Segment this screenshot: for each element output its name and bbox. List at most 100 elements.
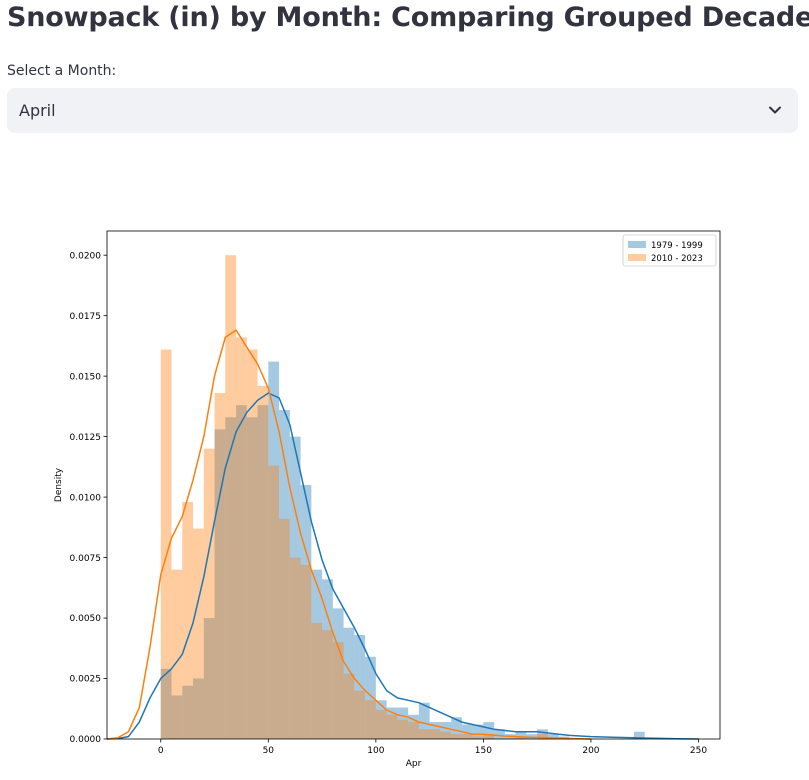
- hist-bar-series-2: [300, 564, 312, 739]
- x-tick-label: 200: [582, 746, 599, 756]
- y-tick-label: 0.0125: [70, 433, 102, 443]
- hist-bar-series-1: [171, 695, 183, 739]
- hist-bar-series-1: [547, 734, 559, 739]
- hist-bar-series-1: [182, 685, 194, 739]
- hist-bar-series-2: [365, 700, 376, 739]
- hist-bar-series-2: [171, 569, 183, 739]
- hist-bar-series-2: [214, 393, 226, 739]
- hist-bar-series-1: [440, 722, 452, 739]
- hist-bar-series-2: [268, 465, 280, 739]
- chevron-down-icon[interactable]: [768, 103, 782, 117]
- hist-bar-series-2: [203, 448, 215, 739]
- hist-bar-series-2: [408, 722, 419, 739]
- density-chart-svg: 0 50 100 150 200 250 0.0000 0.0025 0.0050 0.0075 0…: [54, 230, 721, 769]
- hist-bar-series-1: [214, 429, 226, 739]
- hist-bar-series-2: [182, 501, 194, 739]
- kde-line-series-2: [106, 329, 591, 740]
- hist-bar-series-1: [418, 702, 430, 739]
- y-tick-label: 0.0200: [70, 251, 102, 261]
- hist-bar-series-2: [160, 349, 172, 739]
- hist-bar-series-2: [515, 736, 527, 739]
- hist-bar-series-1: [633, 731, 645, 739]
- hist-bar-series-1: [311, 569, 323, 739]
- x-tick-label: 150: [475, 746, 492, 756]
- hist-bar-series-2: [246, 349, 258, 739]
- y-tick-label: 0.0000: [70, 735, 102, 745]
- y-tick-label: 0.0075: [70, 554, 102, 564]
- hist-bar-series-1: [246, 417, 258, 739]
- hist-bar-series-2: [397, 719, 409, 739]
- hist-bar-series-2: [354, 690, 366, 739]
- hist-bar-series-2: [429, 729, 441, 739]
- hist-bar-series-1: [472, 724, 484, 739]
- hist-bar-series-1: [451, 717, 462, 739]
- hist-bar-series-1: [193, 678, 204, 739]
- hist-bar-series-2: [537, 734, 548, 739]
- hist-bar-series-1: [203, 618, 215, 739]
- hist-bar-series-2: [236, 337, 247, 739]
- hist-bar-series-2: [225, 255, 237, 739]
- hist-bar-series-2: [451, 734, 462, 739]
- hist-bar-series-1: [483, 722, 495, 739]
- hist-bar-series-1: [537, 729, 548, 739]
- density-chart: 0 50 100 150 200 250 0.0000 0.0025 0.0050 0.0075 0…: [0, 222, 809, 776]
- hist-bar-series-2: [483, 734, 495, 739]
- x-tick-label: 250: [690, 746, 707, 756]
- hist-bar-series-1: [236, 405, 247, 739]
- plot-frame: [106, 230, 721, 740]
- legend-box: [622, 234, 717, 267]
- x-tick-label: 50: [263, 746, 275, 756]
- hist-bar-series-2: [279, 518, 290, 739]
- y-tick-label: 0.0025: [70, 675, 102, 685]
- y-axis-label: Density: [54, 467, 64, 502]
- month-select[interactable]: April: [7, 88, 798, 133]
- legend-label: 1979 - 1999: [651, 241, 703, 251]
- hist-bar-series-2: [461, 734, 473, 739]
- hist-bar-series-1: [257, 405, 269, 739]
- hist-bar-series-2: [418, 729, 430, 739]
- hist-bar-series-2: [386, 714, 398, 739]
- hist-bar-series-1: [461, 724, 473, 739]
- hist-bar-series-2: [375, 709, 387, 739]
- hist-bar-series-1: [494, 729, 505, 739]
- y-tick-label: 0.0175: [70, 312, 102, 322]
- hist-bar-series-2: [193, 528, 204, 739]
- hist-bar-series-1: [160, 668, 172, 739]
- hist-bar-series-1: [365, 656, 376, 739]
- hist-bar-series-1: [279, 410, 290, 739]
- hist-bar-series-2: [289, 557, 301, 739]
- hist-bar-series-1: [322, 579, 333, 739]
- hist-bar-series-2: [332, 642, 344, 739]
- hist-bar-series-2: [257, 385, 269, 739]
- x-tick-label: 0: [158, 746, 164, 756]
- hist-bar-series-1: [300, 485, 312, 739]
- hist-bar-series-2: [440, 731, 452, 739]
- hist-bar-series-1: [397, 707, 409, 739]
- legend-label: 2010 - 2023: [651, 254, 703, 264]
- hist-bar-series-1: [375, 700, 387, 739]
- hist-bar-series-1: [332, 608, 344, 739]
- hist-bar-series-1: [408, 714, 419, 739]
- y-tick-label: 0.0150: [70, 372, 102, 382]
- legend-swatch: [628, 254, 646, 261]
- hist-bar-series-2: [322, 630, 333, 739]
- hist-bar-series-1: [386, 707, 398, 739]
- hist-bar-series-1: [289, 436, 301, 739]
- kde-line-series-1: [106, 392, 699, 740]
- y-tick-label: 0.0050: [70, 614, 102, 624]
- hist-bar-series-2: [343, 673, 355, 739]
- y-tick-label: 0.0100: [70, 493, 102, 503]
- hist-bar-series-1: [268, 361, 280, 739]
- page-title: Snowpack (in) by Month: Comparing Groupe…: [7, 2, 809, 33]
- hist-bar-series-1: [354, 634, 366, 739]
- hist-bar-series-1: [225, 417, 237, 739]
- hist-bar-series-1: [429, 722, 441, 739]
- legend-swatch: [628, 241, 646, 248]
- x-axis-label: Apr: [406, 759, 422, 769]
- month-select-label: Select a Month:: [7, 63, 117, 79]
- x-tick-label: 100: [367, 746, 384, 756]
- hist-bar-series-1: [343, 627, 355, 739]
- hist-bar-series-2: [311, 622, 323, 739]
- hist-bar-series-1: [515, 731, 527, 739]
- hist-bar-series-2: [472, 736, 484, 739]
